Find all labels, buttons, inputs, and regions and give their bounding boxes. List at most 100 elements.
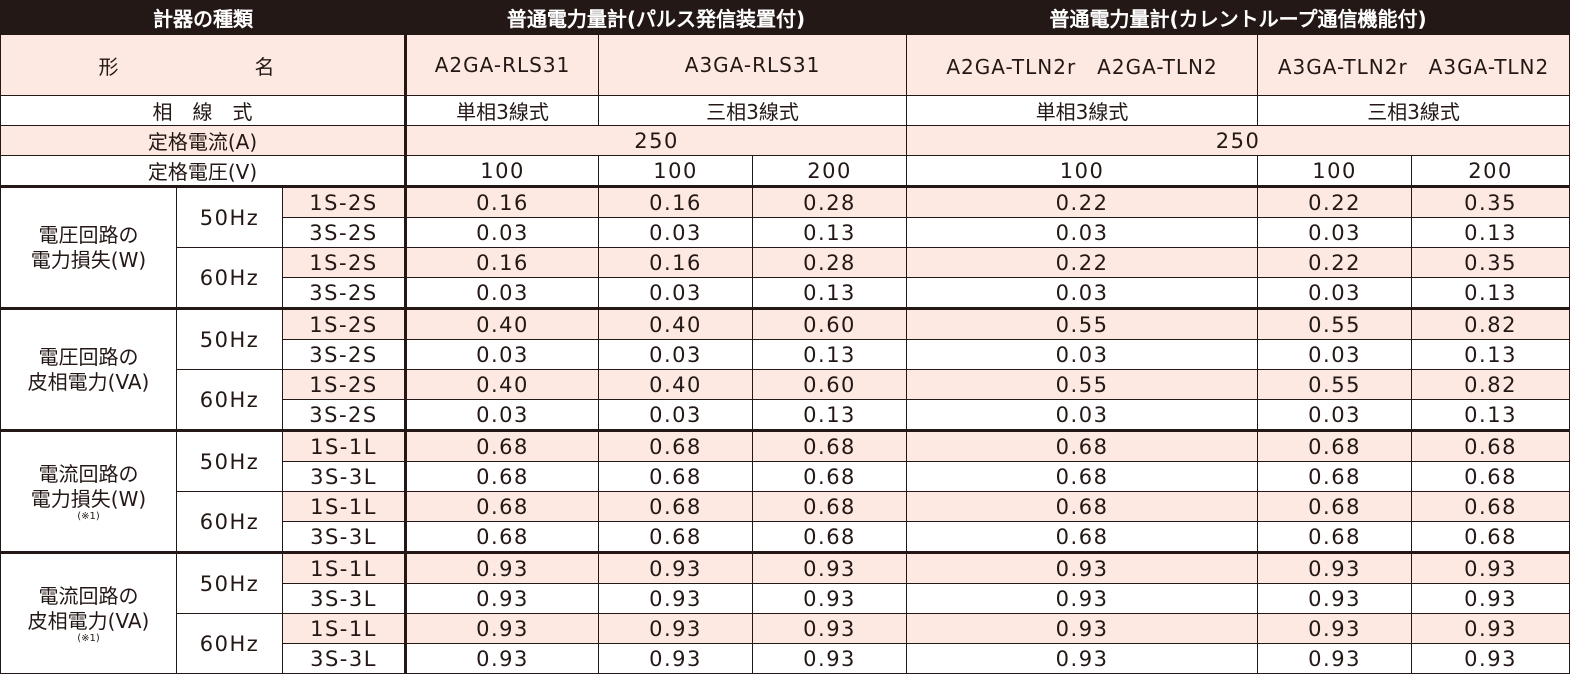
group-label-line2: 電力損失(W) xyxy=(30,247,147,272)
footnote-mark: (※1) xyxy=(77,510,100,522)
terminal-cell: 1S-1L xyxy=(281,551,407,584)
value-cell: 0.68 xyxy=(598,461,754,492)
terminal-cell: 3S-2S xyxy=(281,217,407,248)
table-body: 形 名 A2GA-RLS31 A3GA-RLS31 A2GA-TLN2r A2G… xyxy=(0,34,1571,674)
value-cell: 0.03 xyxy=(404,399,600,431)
value-cell: 0.03 xyxy=(1257,399,1413,431)
value-cell: 0.03 xyxy=(1257,217,1413,248)
value-cell: 0.93 xyxy=(1411,613,1571,644)
value-cell: 0.68 xyxy=(752,461,908,492)
rated-current-label: 定格電流(A) xyxy=(0,125,407,156)
group-label-line1: 電流回路の xyxy=(38,461,139,486)
value-cell: 0.68 xyxy=(1257,429,1413,462)
value-cell: 0.28 xyxy=(752,247,908,278)
value-cell: 0.13 xyxy=(752,339,908,370)
terminal-cell: 3S-3L xyxy=(281,643,407,674)
value-cell: 0.93 xyxy=(752,613,908,644)
value-cell: 0.55 xyxy=(906,369,1259,400)
measurement-row: 電流回路の 電力損失(W) (※1) 50Hz 1S-1L 0.68 0.68 0.68 0.6… xyxy=(0,429,1571,553)
value-cell: 0.55 xyxy=(1257,307,1413,340)
value-cell: 0.60 xyxy=(752,307,908,340)
phase-cell: 単相3線式 xyxy=(906,95,1259,126)
terminal-cell: 1S-2S xyxy=(281,369,407,400)
value-cell: 0.68 xyxy=(404,521,600,553)
group-label-line1: 電圧回路の xyxy=(38,222,139,247)
footnote-mark: (※1) xyxy=(77,632,100,644)
value-cell: 0.93 xyxy=(598,583,754,614)
value-cell: 0.68 xyxy=(752,491,908,522)
value-cell: 0.16 xyxy=(598,247,754,278)
value-cell: 0.68 xyxy=(906,461,1259,492)
value-cell: 0.68 xyxy=(1411,461,1571,492)
value-cell: 0.16 xyxy=(404,185,600,218)
value-cell: 0.03 xyxy=(404,277,600,309)
terminal-cell: 1S-1L xyxy=(281,491,407,522)
value-cell: 0.13 xyxy=(1411,277,1571,309)
value-cell: 0.03 xyxy=(598,217,754,248)
pulse-group-header: 普通電力量計(パルス発信装置付) xyxy=(405,0,908,35)
value-cell: 0.68 xyxy=(404,491,600,522)
value-cell: 0.93 xyxy=(404,583,600,614)
terminal-cell: 1S-1L xyxy=(281,429,407,462)
measurement-row: 60Hz 1S-2S 0.16 0.16 0.28 0.22 0.22 0.35 xyxy=(0,247,1571,309)
model-cell: A3GA-RLS31 xyxy=(598,34,908,96)
value-cell: 0.22 xyxy=(906,185,1259,218)
rated-voltage-cell: 200 xyxy=(752,155,908,187)
group-label: 電圧回路の 電力損失(W) xyxy=(0,185,177,309)
value-cell: 0.40 xyxy=(598,369,754,400)
value-cell: 0.68 xyxy=(906,521,1259,553)
value-cell: 0.55 xyxy=(906,307,1259,340)
value-cell: 0.93 xyxy=(1411,643,1571,674)
value-cell: 0.22 xyxy=(906,247,1259,278)
frequency-cell: 50Hz xyxy=(176,185,283,248)
value-cell: 0.03 xyxy=(906,277,1259,309)
value-cell: 0.03 xyxy=(404,217,600,248)
value-cell: 0.03 xyxy=(1257,339,1413,370)
frequency-cell: 50Hz xyxy=(176,307,283,370)
group-label: 電流回路の 皮相電力(VA) (※1) xyxy=(0,551,177,674)
value-cell: 0.55 xyxy=(1257,369,1413,400)
phase-label: 相 線 式 xyxy=(0,95,407,126)
value-cell: 0.93 xyxy=(404,643,600,674)
measurement-row: 60Hz 1S-1L 0.68 0.68 0.68 0.68 0.68 0.68 xyxy=(0,491,1571,553)
frequency-cell: 60Hz xyxy=(176,613,283,674)
value-cell: 0.16 xyxy=(404,247,600,278)
value-cell: 0.82 xyxy=(1411,369,1571,400)
value-cell: 0.93 xyxy=(906,551,1259,584)
measurement-row: 60Hz 1S-2S 0.40 0.40 0.60 0.55 0.55 0.82 xyxy=(0,369,1571,431)
measurement-row: 電圧回路の 電力損失(W) 50Hz 1S-2S 0.16 0.16 0.28 0.22 0.2… xyxy=(0,185,1571,309)
value-cell: 0.93 xyxy=(1257,551,1413,584)
phase-cell: 単相3線式 xyxy=(404,95,600,126)
value-cell: 0.13 xyxy=(1411,339,1571,370)
terminal-cell: 1S-2S xyxy=(281,185,407,218)
value-cell: 0.13 xyxy=(1411,399,1571,431)
terminal-cell: 3S-3L xyxy=(281,521,407,553)
model-cell: A3GA-TLN2r A3GA-TLN2 xyxy=(1257,34,1571,96)
value-cell: 0.68 xyxy=(752,429,908,462)
current-loop-group-header: 普通電力量計(カレントループ通信機能付) xyxy=(906,0,1571,35)
value-cell: 0.93 xyxy=(752,643,908,674)
phase-row: 相 線 式 単相3線式 三相3線式 単相3線式 三相3線式 xyxy=(0,95,1571,126)
frequency-cell: 60Hz xyxy=(176,247,283,309)
value-cell: 0.03 xyxy=(598,399,754,431)
rated-current-cell: 250 xyxy=(404,125,908,156)
value-cell: 0.68 xyxy=(1257,521,1413,553)
rated-voltage-cell: 100 xyxy=(404,155,600,187)
terminal-cell: 1S-1L xyxy=(281,613,407,644)
rated-voltage-cell: 200 xyxy=(1411,155,1571,187)
value-cell: 0.93 xyxy=(404,613,600,644)
value-cell: 0.03 xyxy=(404,339,600,370)
value-cell: 0.40 xyxy=(404,369,600,400)
value-cell: 0.68 xyxy=(752,521,908,553)
value-cell: 0.22 xyxy=(1257,247,1413,278)
model-cell: A2GA-RLS31 xyxy=(404,34,600,96)
model-cell: A2GA-TLN2r A2GA-TLN2 xyxy=(906,34,1259,96)
value-cell: 0.68 xyxy=(1411,429,1571,462)
value-cell: 0.93 xyxy=(404,551,600,584)
frequency-cell: 60Hz xyxy=(176,369,283,431)
terminal-cell: 3S-2S xyxy=(281,399,407,431)
group-label-line2: 皮相電力(VA) xyxy=(27,608,150,633)
value-cell: 0.13 xyxy=(1411,217,1571,248)
value-cell: 0.93 xyxy=(1257,643,1413,674)
value-cell: 0.68 xyxy=(1257,461,1413,492)
